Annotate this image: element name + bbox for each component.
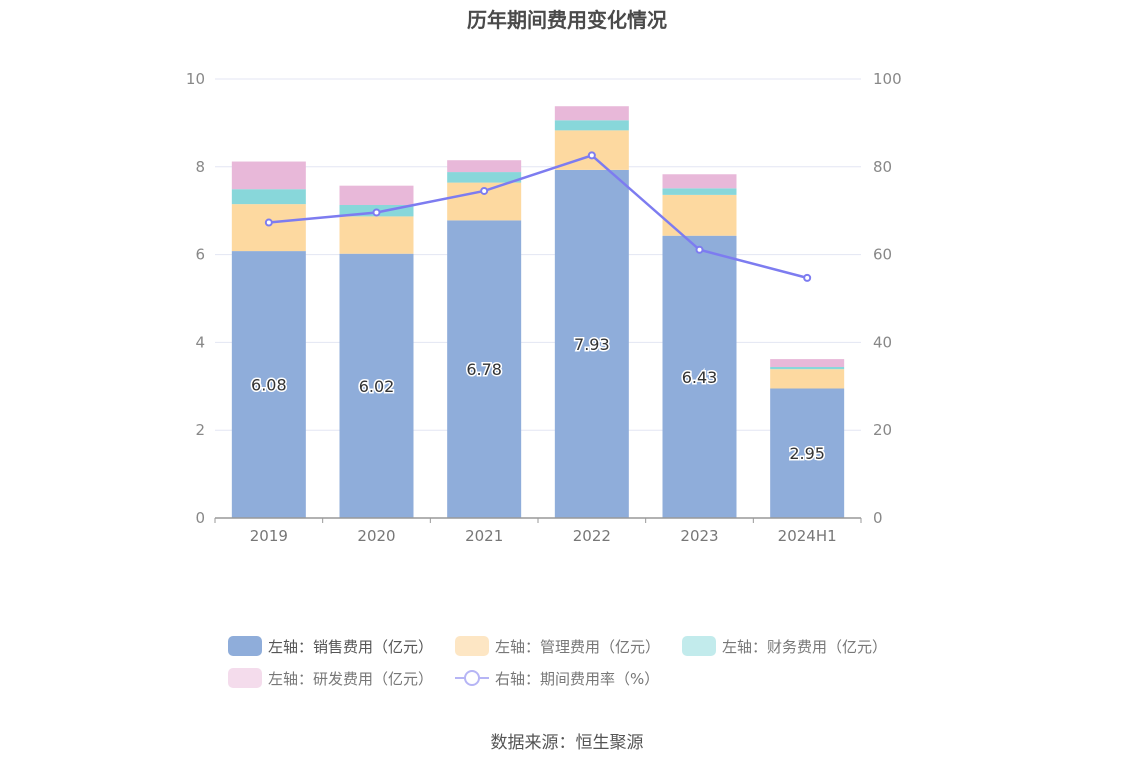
x-tick-label: 2021 xyxy=(465,527,503,545)
bar-sales xyxy=(554,169,629,519)
y-left-tick-label: 0 xyxy=(195,509,205,527)
legend-swatch-admin xyxy=(455,636,490,656)
bar-rd xyxy=(231,161,306,190)
bar-finance xyxy=(554,120,629,131)
bar-finance xyxy=(447,172,522,183)
bar-admin xyxy=(339,216,414,254)
y-left-tick-label: 4 xyxy=(195,333,205,351)
rate-point xyxy=(480,186,489,195)
y-left-tick-label: 6 xyxy=(195,246,205,264)
bar-admin xyxy=(231,204,306,252)
rate-point xyxy=(695,245,704,254)
bar-rd xyxy=(447,160,522,173)
rate-point xyxy=(803,273,812,282)
legend-item-rd[interactable]: 左轴：研发费用（亿元） xyxy=(228,668,433,689)
y-right-tick-label: 80 xyxy=(873,158,892,176)
y-right-tick-label: 100 xyxy=(873,70,902,88)
legend: 左轴：销售费用（亿元） 左轴：管理费用（亿元） 左轴：财务费用（亿元） 左轴：研… xyxy=(228,630,928,694)
bar-sales xyxy=(231,251,306,518)
legend-label-admin: 左轴：管理费用（亿元） xyxy=(495,637,661,656)
legend-label-rd: 左轴：研发费用（亿元） xyxy=(268,669,434,688)
rate-point xyxy=(587,151,596,160)
bar-admin xyxy=(662,194,737,236)
x-tick-label: 2023 xyxy=(680,527,718,545)
bar-sales xyxy=(770,388,845,518)
legend-swatch-rd xyxy=(228,668,262,688)
legend-label-sales: 左轴：销售费用（亿元） xyxy=(268,637,434,656)
data-label: 2.95 xyxy=(789,444,825,463)
data-label: 7.93 xyxy=(574,335,610,354)
bar-rd xyxy=(662,174,737,189)
bar-finance xyxy=(770,366,845,370)
data-label: 6.43 xyxy=(682,368,718,387)
bar-finance xyxy=(231,189,306,205)
bar-sales xyxy=(662,235,737,518)
x-tick-label: 2024H1 xyxy=(778,527,837,545)
legend-item-admin[interactable]: 左轴：管理费用（亿元） xyxy=(455,636,660,657)
legend-line-icon xyxy=(455,668,490,688)
legend-label-finance: 左轴：财务费用（亿元） xyxy=(722,637,888,656)
data-label: 6.08 xyxy=(251,376,287,395)
legend-item-sales[interactable]: 左轴：销售费用（亿元） xyxy=(228,636,433,657)
bar-rd xyxy=(554,106,629,121)
x-tick-label: 2022 xyxy=(573,527,611,545)
data-label: 6.02 xyxy=(359,377,395,396)
chart-title: 历年期间费用变化情况 xyxy=(467,8,667,32)
legend-item-rate[interactable]: 右轴：期间费用率（%） xyxy=(455,668,659,689)
bar-finance xyxy=(662,188,737,195)
bar-admin xyxy=(770,369,845,389)
bar-sales xyxy=(339,253,414,519)
y-right-tick-label: 60 xyxy=(873,246,892,264)
x-tick-label: 2019 xyxy=(250,527,288,545)
y-right-tick-label: 0 xyxy=(873,509,883,527)
bar-rd xyxy=(770,359,845,367)
bar-sales xyxy=(447,220,522,518)
data-source: 数据来源：恒生聚源 xyxy=(490,733,644,753)
legend-swatch-finance xyxy=(682,636,717,656)
rate-line xyxy=(268,153,808,280)
y-left-tick-label: 8 xyxy=(195,158,205,176)
rate-point xyxy=(372,208,381,217)
legend-label-rate: 右轴：期间费用率（%） xyxy=(495,669,660,688)
y-right-tick-label: 40 xyxy=(873,333,892,351)
y-left-tick-label: 10 xyxy=(186,70,205,88)
y-left-tick-label: 2 xyxy=(195,421,205,439)
legend-item-finance[interactable]: 左轴：财务费用（亿元） xyxy=(682,636,887,657)
data-label: 6.78 xyxy=(466,360,502,379)
bar-rd xyxy=(339,185,414,205)
x-tick-label: 2020 xyxy=(357,527,395,545)
rate-point xyxy=(264,218,273,227)
legend-swatch-sales xyxy=(228,636,262,656)
y-right-tick-label: 20 xyxy=(873,421,892,439)
